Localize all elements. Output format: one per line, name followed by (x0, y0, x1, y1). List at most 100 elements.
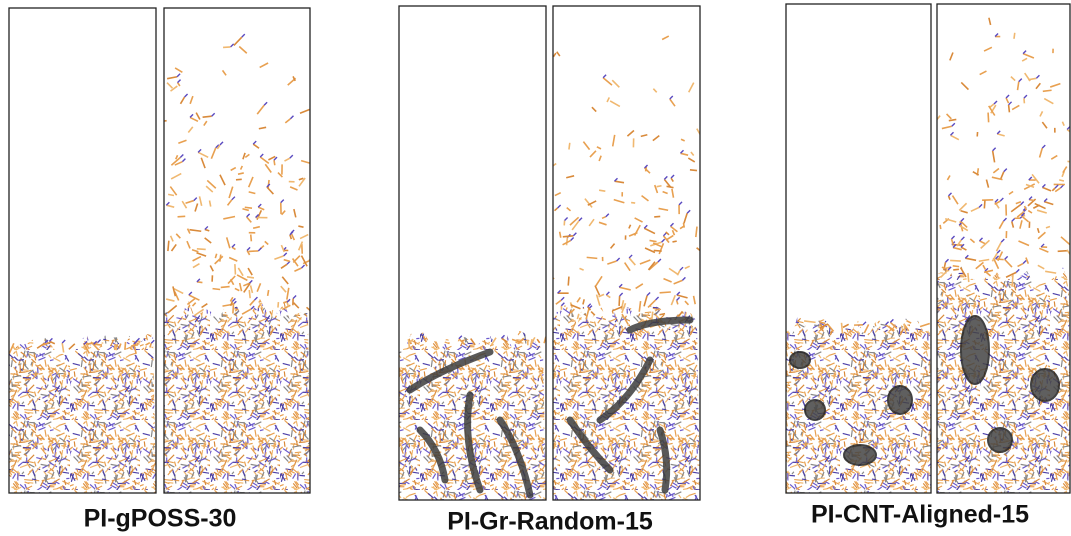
molecule (567, 208, 571, 211)
molecule (62, 343, 63, 352)
molecule (253, 141, 256, 144)
molecule (555, 193, 561, 196)
molecule (260, 154, 263, 157)
molecule (205, 226, 208, 229)
molecule (1001, 172, 1004, 180)
molecule (233, 303, 234, 314)
molecule (193, 257, 201, 261)
molecule (677, 292, 680, 295)
molecule (970, 239, 974, 243)
molecule (284, 253, 287, 256)
molecule (249, 177, 253, 187)
molecule (953, 248, 962, 250)
molecule (688, 158, 694, 162)
molecule (670, 99, 675, 106)
molecule (696, 227, 697, 237)
molecule (579, 218, 582, 221)
molecule (171, 174, 181, 179)
molecule (1006, 95, 1009, 98)
molecule (287, 302, 288, 306)
molecule (961, 218, 964, 221)
molecule (166, 299, 174, 301)
molecule (180, 97, 184, 104)
molecule (1044, 99, 1053, 104)
molecule (300, 109, 310, 113)
molecule (203, 116, 212, 117)
molecule (968, 273, 969, 282)
molecule (172, 244, 177, 251)
molecule (245, 207, 252, 208)
molecule (299, 178, 303, 179)
molecule (210, 200, 211, 206)
molecule (166, 202, 169, 205)
molecule (691, 152, 694, 156)
molecule (62, 340, 65, 343)
molecule (293, 256, 300, 263)
dense-polymer (164, 299, 310, 493)
molecule (606, 214, 609, 217)
molecule (247, 247, 250, 250)
molecule (98, 340, 101, 343)
molecule (202, 304, 208, 308)
molecule (240, 283, 242, 291)
molecule (213, 289, 221, 290)
molecule (178, 140, 186, 143)
molecule (599, 222, 607, 225)
molecule (965, 258, 976, 260)
molecule (1021, 202, 1024, 205)
molecule (1042, 187, 1051, 190)
molecule (583, 299, 584, 304)
molecule (294, 209, 296, 217)
molecule (988, 113, 989, 123)
molecule (990, 104, 994, 107)
box-content (786, 315, 931, 493)
molecule (583, 142, 589, 150)
molecule (602, 217, 606, 219)
molecule (187, 241, 190, 248)
molecule (561, 303, 564, 306)
molecule (999, 221, 1003, 229)
molecule (241, 166, 243, 170)
molecule (680, 267, 683, 270)
molecule (247, 217, 252, 223)
molecule (681, 153, 689, 155)
molecule (920, 323, 930, 326)
molecule (215, 254, 216, 258)
molecule (567, 237, 568, 245)
molecule (185, 94, 188, 97)
molecule (565, 218, 568, 221)
molecule (644, 225, 647, 228)
molecule (961, 82, 968, 89)
molecule (984, 47, 992, 51)
molecule (993, 151, 995, 163)
panel-label: PI-gPOSS-30 (84, 505, 237, 533)
molecule (201, 158, 205, 168)
molecule (264, 102, 267, 105)
molecule (666, 232, 669, 235)
molecule (294, 268, 301, 271)
nanotube (888, 386, 912, 414)
molecule (1059, 180, 1064, 181)
molecule (1004, 169, 1007, 172)
molecule (302, 265, 305, 268)
molecule (677, 295, 688, 298)
molecule (689, 83, 694, 93)
molecule (205, 238, 212, 243)
molecule (557, 52, 560, 56)
simulation-boxes (9, 18, 1071, 500)
molecule (1061, 185, 1064, 188)
molecule (1005, 259, 1012, 267)
molecule (946, 259, 949, 262)
molecule (242, 309, 251, 314)
molecule (228, 200, 232, 206)
molecule (677, 297, 680, 300)
molecule (1062, 122, 1064, 126)
molecule (993, 148, 996, 151)
molecule (1023, 51, 1026, 54)
molecule (685, 266, 690, 268)
molecule (1051, 156, 1057, 160)
molecule (976, 262, 984, 268)
molecule (625, 263, 630, 271)
molecule (642, 196, 649, 201)
molecule (259, 127, 266, 128)
